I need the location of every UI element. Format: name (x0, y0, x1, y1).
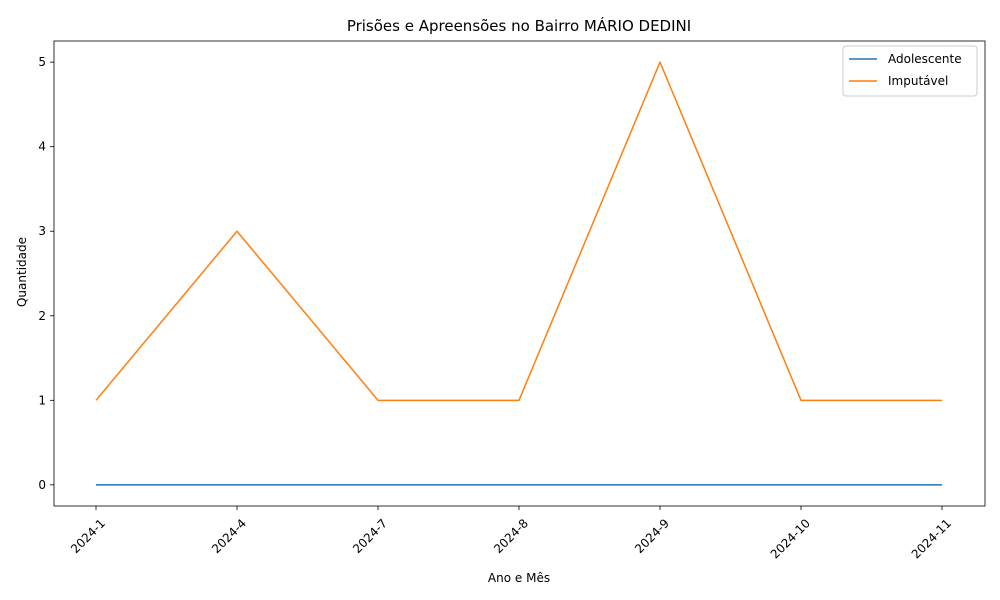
x-tick-label: 2024-11 (909, 516, 954, 561)
y-tick-label: 2 (38, 309, 46, 323)
y-tick-label: 0 (38, 478, 46, 492)
x-tick-label: 2024-9 (632, 516, 672, 556)
x-tick-label: 2024-10 (768, 516, 813, 561)
chart-title: Prisões e Apreensões no Bairro MÁRIO DED… (347, 16, 691, 35)
series-line-1 (95, 61, 942, 402)
legend-label-1: Imputável (888, 74, 948, 88)
y-tick-label: 4 (38, 140, 46, 154)
legend: Adolescente Imputável (842, 45, 978, 97)
x-axis-label: Ano e Mês (488, 571, 550, 585)
legend-label-0: Adolescente (888, 52, 962, 66)
y-tick-label: 5 (38, 55, 46, 69)
plot-area: 0 1 2 3 4 5 2024-1 2024-4 2024-7 2024-8 2024-9 2024… (38, 40, 986, 562)
y-axis-label: Quantidade (15, 237, 29, 307)
x-tick-label: 2024-4 (209, 516, 249, 556)
y-tick-label: 1 (38, 393, 46, 407)
x-tick-label: 2024-8 (491, 516, 531, 556)
y-tick-label: 3 (38, 224, 46, 238)
x-tick-label: 2024-1 (68, 516, 108, 556)
plot-frame (53, 40, 986, 507)
x-tick-label: 2024-7 (350, 516, 390, 556)
